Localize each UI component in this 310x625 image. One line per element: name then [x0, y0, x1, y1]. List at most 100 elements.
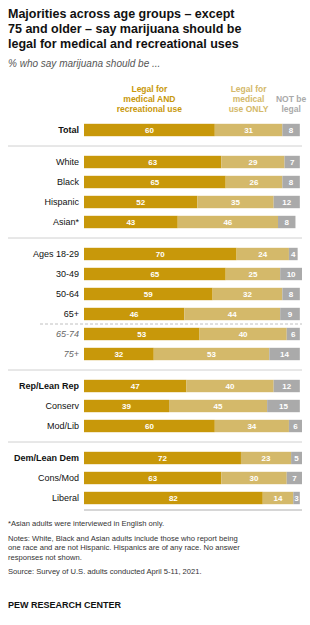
text-line: one race and are not Hispanic. Hispanics… — [8, 543, 240, 552]
data-label: 59 — [144, 290, 153, 299]
bar-segment — [221, 156, 284, 168]
group-separator — [8, 238, 302, 239]
data-label: 5 — [294, 454, 299, 463]
data-label: 14 — [280, 350, 289, 359]
separators — [8, 146, 302, 442]
category-label: Asian* — [53, 217, 80, 227]
category-label: Mod/Lib — [47, 421, 79, 431]
category-label: Cons/Mod — [38, 473, 79, 483]
text-line: Legal for — [231, 84, 268, 94]
legend-entry: Legal formedicaluse ONLY — [229, 84, 269, 114]
bar-segment — [84, 176, 226, 188]
data-label: 44 — [228, 310, 237, 319]
bar-segment — [241, 452, 291, 464]
bar-segment — [221, 472, 286, 484]
text-line: 75 and older – say marijuana should be — [8, 22, 241, 36]
bar-segment — [84, 328, 200, 340]
data-label: 40 — [226, 382, 235, 391]
data-label: 63 — [148, 158, 157, 167]
bar-segment — [291, 452, 302, 464]
bar-segment — [285, 156, 300, 168]
data-label: 53 — [137, 330, 146, 339]
data-label: 8 — [289, 178, 294, 187]
bar-segment — [287, 472, 302, 484]
bar-segment — [84, 348, 154, 360]
bar-segment — [197, 196, 273, 208]
bar-segment — [274, 196, 300, 208]
data-label: 23 — [262, 454, 271, 463]
data-label: 14 — [274, 494, 283, 503]
data-label: 26 — [250, 178, 259, 187]
text-line: use ONLY — [229, 104, 269, 114]
bar-segment — [84, 400, 169, 412]
category-labels: TotalWhiteBlackHispanicAsian*Ages 18-293… — [14, 125, 80, 503]
bar-segment — [269, 348, 300, 360]
data-label: 7 — [290, 158, 295, 167]
category-label: Ages 18-29 — [33, 249, 79, 259]
text-line: legal for medical and recreational uses — [8, 37, 239, 51]
bar-segment — [84, 268, 226, 280]
data-label: 8 — [289, 290, 294, 299]
source-label: PEW RESEARCH CENTER — [8, 600, 122, 610]
bar-segment — [226, 268, 281, 280]
bar-segment — [213, 288, 283, 300]
footnotes: *Asian adults were interviewed in Englis… — [8, 519, 240, 610]
footnote: Notes: White, Black and Asian adults inc… — [8, 534, 240, 562]
data-label: 4 — [291, 250, 296, 259]
data-label: 53 — [207, 350, 216, 359]
category-label: 30-49 — [56, 269, 79, 279]
bar-segment — [154, 348, 270, 360]
data-label: 70 — [156, 250, 165, 259]
footnote: *Asian adults were interviewed in Englis… — [8, 519, 164, 528]
data-label: 15 — [279, 402, 288, 411]
data-label: 10 — [287, 270, 296, 279]
bar-segment — [280, 268, 302, 280]
text-line: *Asian adults were interviewed in Englis… — [8, 519, 164, 528]
data-labels: 6031863297652685235124346870244652510593… — [114, 126, 299, 503]
data-label: 30 — [250, 474, 259, 483]
data-label: 6 — [293, 422, 298, 431]
bar-segment — [289, 420, 302, 432]
category-label: Rep/Lean Rep — [19, 381, 80, 391]
bar-segment — [84, 216, 178, 228]
data-label: 9 — [288, 310, 293, 319]
data-label: 3 — [294, 494, 299, 503]
bar-segment — [178, 216, 278, 228]
data-label: 8 — [285, 218, 290, 227]
category-label: Total — [58, 125, 79, 135]
data-label: 65 — [150, 270, 159, 279]
data-label: 25 — [248, 270, 257, 279]
data-label: 72 — [158, 454, 167, 463]
text-line: Majorities across age groups – except — [8, 7, 235, 21]
text-line: Notes: White, Black and Asian adults inc… — [8, 534, 238, 543]
bar-segment — [84, 124, 215, 136]
text-line: medical — [233, 94, 265, 104]
text-line: responses not shown. — [8, 553, 82, 562]
data-label: 12 — [282, 198, 291, 207]
text-line: NOT be — [276, 94, 306, 104]
data-label: 12 — [282, 382, 291, 391]
legend-entry: Legal formedical ANDrecreational use — [117, 84, 182, 114]
data-label: 40 — [239, 330, 248, 339]
text-line: PEW RESEARCH CENTER — [8, 600, 122, 610]
title: Majorities across age groups – except75 … — [8, 7, 241, 51]
bar-segment — [84, 248, 237, 260]
category-label: Black — [57, 177, 80, 187]
data-label: 29 — [248, 158, 257, 167]
data-label: 31 — [244, 126, 253, 135]
data-label: 46 — [223, 218, 232, 227]
data-label: 63 — [148, 474, 157, 483]
text-line: Legal for — [131, 84, 168, 94]
bar-segment — [226, 176, 283, 188]
footnote: Source: Survey of U.S. adults conducted … — [8, 567, 202, 576]
bar-segment — [84, 308, 184, 320]
bar-segment — [267, 400, 300, 412]
bar-segment — [287, 328, 300, 340]
category-label: Dem/Lean Dem — [14, 453, 79, 463]
bar-segment — [282, 124, 299, 136]
data-label: 60 — [145, 422, 154, 431]
bar-segment — [84, 472, 221, 484]
category-label: 75+ — [64, 349, 79, 359]
bar-segment — [215, 420, 289, 432]
legend-entry: NOT belegal — [276, 94, 306, 114]
